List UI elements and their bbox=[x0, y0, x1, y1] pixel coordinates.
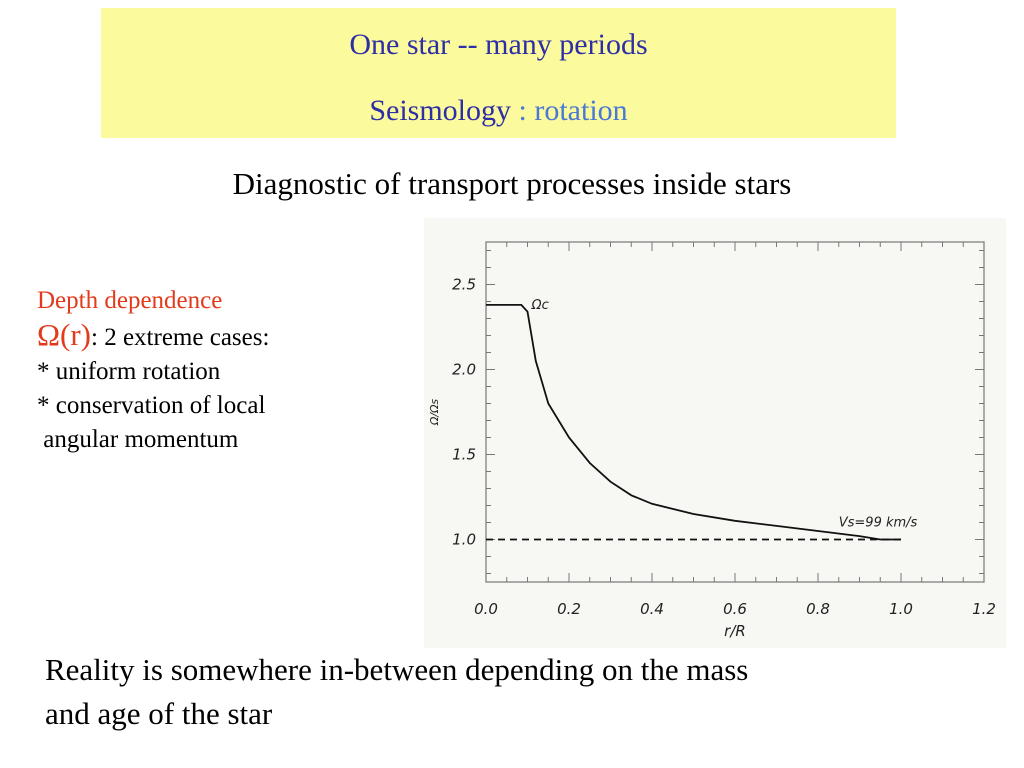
x-axis-label: r/R bbox=[724, 622, 746, 640]
omega-c-annotation: Ωc bbox=[531, 298, 549, 313]
subtitle-main: Seismology bbox=[369, 94, 512, 127]
omega-rest: : 2 extreme cases: bbox=[91, 324, 270, 351]
omega-line: Ω(r): 2 extreme cases: bbox=[37, 318, 417, 355]
x-tick-label: 1.2 bbox=[972, 600, 996, 618]
conclusion-line2: and age of the star bbox=[45, 696, 273, 731]
y-tick-label: 2.0 bbox=[452, 361, 476, 379]
rotation-plot: 0.0 0.2 0.4 0.6 0.8 1.0 1.2 1.0 1.5 2.0 2.5 r/R Ω/Ωs… bbox=[424, 218, 1006, 648]
depth-dependence: Depth dependence bbox=[37, 287, 223, 314]
omega-symbol: Ω(r) bbox=[37, 317, 92, 352]
slide-title: One star -- many periods bbox=[349, 28, 648, 61]
y-tick-label: 1.5 bbox=[452, 446, 476, 464]
plot-frame bbox=[485, 241, 985, 583]
left-panel: Depth dependence Ω(r): 2 extreme cases: … bbox=[37, 284, 417, 457]
x-tick-label: 0.0 bbox=[474, 600, 498, 618]
x-tick-label: 0.8 bbox=[806, 600, 830, 618]
x-tick-label: 1.0 bbox=[889, 600, 913, 618]
bullet-angular: angular momentum bbox=[37, 426, 239, 453]
plot-svg: 0.0 0.2 0.4 0.6 0.8 1.0 1.2 1.0 1.5 2.0 2.5 r/R Ω/Ωs… bbox=[428, 241, 996, 640]
bullet-uniform: * uniform rotation bbox=[37, 358, 221, 385]
x-tick-label: 0.6 bbox=[723, 600, 747, 618]
slide-subtitle: Seismology : rotation bbox=[101, 94, 896, 128]
y-tick-label: 2.5 bbox=[452, 276, 476, 294]
bullet-conservation: * conservation of local bbox=[37, 392, 266, 419]
x-tick-label: 0.4 bbox=[640, 600, 664, 618]
conclusion: Reality is somewhere in-between dependin… bbox=[45, 648, 1005, 736]
subtitle-detail: : rotation bbox=[511, 94, 628, 127]
conclusion-line1: Reality is somewhere in-between dependin… bbox=[45, 652, 749, 687]
y-axis-label: Ω/Ωs bbox=[428, 399, 441, 427]
y-tick-label: 1.0 bbox=[452, 531, 476, 549]
omega-curve bbox=[486, 304, 901, 541]
title-box: One star -- many periods Seismology : ro… bbox=[101, 8, 896, 138]
velocity-annotation: Vs=99 km/s bbox=[839, 516, 918, 531]
heading: Diagnostic of transport processes inside… bbox=[232, 166, 792, 201]
x-tick-label: 0.2 bbox=[557, 600, 581, 618]
